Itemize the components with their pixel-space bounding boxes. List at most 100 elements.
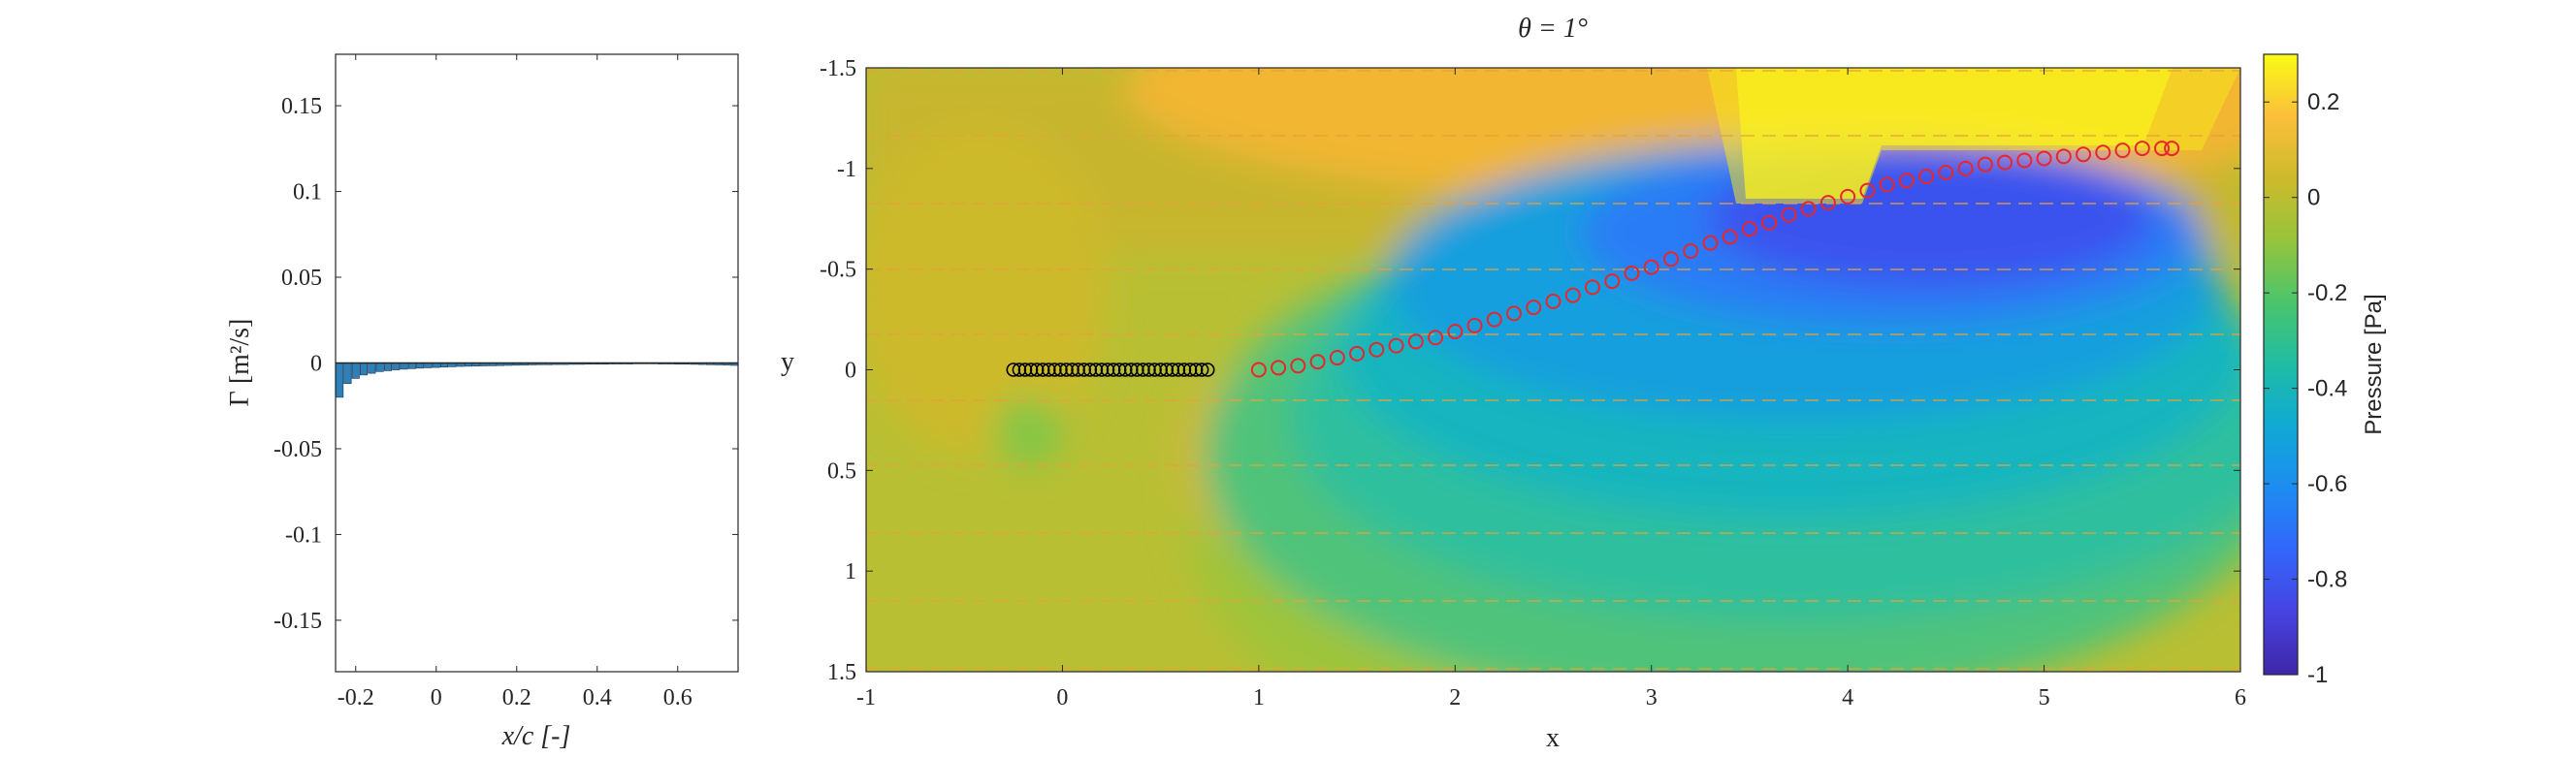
wake-marker xyxy=(1250,362,1267,378)
circulation-bar xyxy=(360,363,369,376)
plate-marker xyxy=(1053,363,1068,377)
wake-marker xyxy=(1486,311,1502,328)
colorbar-tick-label: -1 xyxy=(2307,662,2328,688)
plate-marker xyxy=(1029,363,1045,377)
x-tick-label: -0.2 xyxy=(338,685,374,710)
y-tick-label: -0.05 xyxy=(274,437,322,462)
plate-marker xyxy=(1082,363,1098,377)
plate-marker xyxy=(1106,363,1121,377)
pressure-field-axes: θ = 1° xyxy=(781,14,2246,753)
wake-marker xyxy=(1271,360,1287,376)
plate-marker xyxy=(1088,363,1104,377)
wake-marker xyxy=(1859,182,1876,199)
x-tick-label: 3 xyxy=(1646,685,1658,710)
wake-marker xyxy=(1977,156,1993,173)
plate-marker xyxy=(1035,363,1050,377)
plate-marker xyxy=(1017,363,1033,377)
circulation-y-ticks: 0.15 0.1 0.05 0 -0.05 -0.1 -0.15 xyxy=(274,94,738,634)
plate-marker xyxy=(1023,363,1039,377)
x-tick-label: 6 xyxy=(2235,685,2246,710)
plate-marker xyxy=(1159,363,1175,377)
wake-marker xyxy=(1604,273,1621,290)
plate-marker xyxy=(1100,363,1115,377)
plate-marker xyxy=(1142,363,1156,377)
wake-marker xyxy=(1447,324,1464,340)
colorbar-gradient xyxy=(2263,53,2299,676)
wake-marker xyxy=(1466,317,1483,333)
wake-marker xyxy=(1781,206,1797,223)
wake-marker xyxy=(1898,173,1915,189)
plate-marker xyxy=(1077,363,1091,377)
pressure-contours xyxy=(866,68,2240,672)
circulation-bar xyxy=(400,363,408,370)
y-tick-label: -0.1 xyxy=(285,522,322,548)
wake-marker xyxy=(1584,279,1600,296)
circulation-bar xyxy=(416,363,425,369)
wake-marker xyxy=(1564,287,1581,303)
wake-markers xyxy=(1250,141,2180,378)
circulation-bar xyxy=(351,363,360,379)
plate-marker xyxy=(1111,363,1127,377)
plate-marker xyxy=(1047,363,1062,377)
plate-marker xyxy=(1012,363,1027,377)
y-tick-label: -1.5 xyxy=(820,56,856,81)
colorbar-tick-label: 0.2 xyxy=(2307,89,2339,115)
wake-marker xyxy=(1683,242,1699,259)
wake-marker xyxy=(1840,188,1856,205)
field-y-label: y xyxy=(781,347,794,377)
wake-marker xyxy=(1997,154,2013,171)
wake-marker xyxy=(1309,354,1326,370)
colorbar-tick-label: -0.4 xyxy=(2307,376,2347,402)
field-title: θ = 1° xyxy=(1518,14,1588,44)
circulation-bar xyxy=(336,363,344,398)
plate-marker xyxy=(1188,363,1204,377)
y-tick-label: 0.05 xyxy=(281,266,322,291)
plate-marker xyxy=(1071,363,1085,377)
plate-marker xyxy=(1130,363,1144,377)
x-tick-label: 0.6 xyxy=(663,685,692,710)
circulation-bar xyxy=(368,363,376,374)
circulation-bar xyxy=(392,363,401,370)
circulation-x-ticks: -0.2 0 0.2 0.4 0.6 xyxy=(338,54,692,710)
circulation-bar xyxy=(407,363,416,369)
wake-marker xyxy=(1957,160,1974,176)
y-tick-label: 0 xyxy=(310,352,322,377)
x-tick-label: 0 xyxy=(1056,685,1068,710)
circulation-x-label: x/c [-] xyxy=(501,721,571,751)
plate-marker xyxy=(1182,363,1198,377)
plate-marker xyxy=(1117,363,1133,377)
wake-marker xyxy=(2076,146,2092,163)
circulation-axes: -0.2 0 0.2 0.4 0.6 0.15 0.1 0.05 0 -0.05 -0.1 -0.1… xyxy=(225,53,739,751)
x-tick-label: 5 xyxy=(2039,685,2050,710)
y-tick-label: -0.15 xyxy=(274,609,322,634)
wake-marker xyxy=(1526,300,1542,316)
x-tick-label: -1 xyxy=(856,685,876,710)
colorbar: 0.2 0 -0.2 -0.4 -0.6 -0.8 -1 Pressure [Pa] xyxy=(2263,53,2387,688)
field-x-ticks: -1 0 1 2 3 4 5 6 xyxy=(856,68,2246,710)
y-tick-label: 0.5 xyxy=(827,458,856,484)
wake-marker xyxy=(1918,169,1935,185)
wake-marker xyxy=(1662,251,1679,268)
wake-marker xyxy=(1800,201,1817,217)
wake-marker xyxy=(2114,142,2131,159)
y-tick-label: 1.5 xyxy=(827,660,856,685)
wake-marker xyxy=(1290,358,1306,374)
wake-marker xyxy=(1938,164,1954,180)
plate-marker xyxy=(1059,363,1074,377)
plate-marker xyxy=(1153,363,1168,377)
plate-marker xyxy=(1165,363,1180,377)
x-tick-label: 0.4 xyxy=(583,685,612,710)
colorbar-ticks: 0.2 0 -0.2 -0.4 -0.6 -0.8 -1 xyxy=(2264,89,2347,688)
wake-marker xyxy=(1407,333,1424,350)
wake-marker xyxy=(1388,337,1404,354)
x-tick-label: 0.2 xyxy=(502,685,531,710)
colorbar-label: Pressure [Pa] xyxy=(2361,294,2387,434)
plate-marker xyxy=(1123,363,1139,377)
plate-marker xyxy=(1176,363,1192,377)
x-tick-label: 2 xyxy=(1449,685,1461,710)
plate-marker xyxy=(1006,363,1021,377)
wake-marker xyxy=(1761,214,1778,231)
x-tick-label: 0 xyxy=(431,685,442,710)
wake-marker xyxy=(2016,152,2033,169)
